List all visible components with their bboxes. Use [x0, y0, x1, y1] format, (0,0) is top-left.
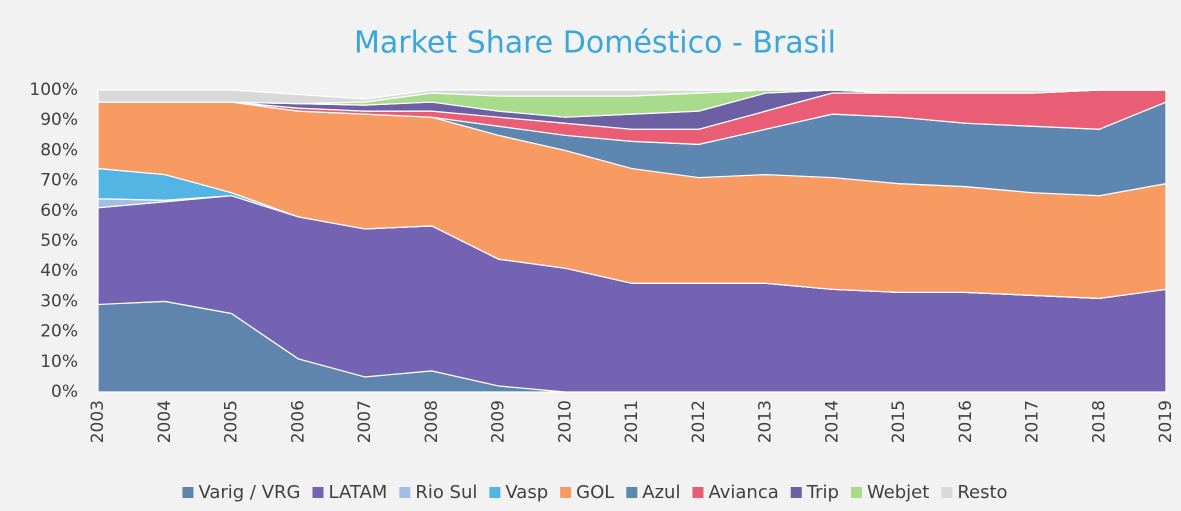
- area: [97, 89, 1166, 105]
- legend-swatch: [626, 487, 638, 498]
- x-tick-label: 2010: [555, 400, 575, 443]
- legend-swatch: [399, 487, 411, 498]
- x-tick-label: 2006: [288, 400, 308, 443]
- legend-label: LATAM: [329, 482, 388, 503]
- legend-swatch: [850, 487, 862, 498]
- legend-swatch: [312, 487, 324, 498]
- x-tick-label: 2016: [956, 400, 976, 443]
- x-tick-label: 2003: [88, 400, 108, 443]
- y-tick-label: 70%: [40, 171, 78, 191]
- legend-label: Avianca: [708, 482, 778, 503]
- x-tick-label: 2004: [155, 400, 175, 443]
- legend-label: Resto: [957, 482, 1007, 503]
- y-tick-label: 60%: [40, 201, 78, 221]
- legend-swatch: [692, 487, 704, 498]
- y-tick-label: 40%: [40, 261, 78, 281]
- legend-label: Azul: [642, 482, 680, 503]
- x-tick-label: 2015: [889, 400, 909, 443]
- legend-label: Rio Sul: [415, 482, 477, 503]
- y-tick-label: 90%: [40, 110, 78, 130]
- legend-swatch: [560, 487, 572, 498]
- legend: Varig / VRG LATAM Rio Sul Vasp GOL Azul Avianc…: [182, 482, 1008, 503]
- chart-title: Market Share Doméstico - Brasil: [354, 26, 836, 61]
- legend-label: GOL: [576, 482, 614, 503]
- x-tick-label: 2019: [1156, 400, 1176, 443]
- y-tick-label: 0%: [51, 382, 78, 402]
- x-tick-label: 2009: [489, 400, 509, 443]
- x-tick-label: 2011: [622, 400, 642, 443]
- legend-label: Trip: [806, 482, 839, 503]
- x-tick-label: 2012: [689, 400, 709, 443]
- legend-swatch: [941, 487, 953, 498]
- x-tick-label: 2013: [756, 400, 776, 443]
- y-tick-label: 50%: [40, 231, 78, 251]
- y-tick-label: 30%: [40, 291, 78, 311]
- x-tick-label: 2014: [822, 400, 842, 443]
- legend-label: Webjet: [867, 482, 929, 503]
- x-tick-label: 2007: [355, 400, 375, 443]
- legend-swatch: [790, 487, 802, 498]
- y-tick-label: 10%: [40, 352, 78, 372]
- x-tick-label: 2005: [222, 400, 242, 443]
- y-tick-label: 20%: [40, 322, 78, 342]
- y-tick-label: 100%: [29, 80, 78, 100]
- legend-label: Vasp: [505, 482, 548, 503]
- y-tick-label: 80%: [40, 140, 78, 160]
- legend-swatch: [182, 487, 194, 498]
- x-tick-label: 2008: [422, 400, 442, 443]
- x-tick-label: 2018: [1089, 400, 1109, 443]
- legend-swatch: [489, 487, 501, 498]
- x-tick-label: 2017: [1023, 400, 1043, 443]
- legend-label: Varig / VRG: [198, 482, 300, 503]
